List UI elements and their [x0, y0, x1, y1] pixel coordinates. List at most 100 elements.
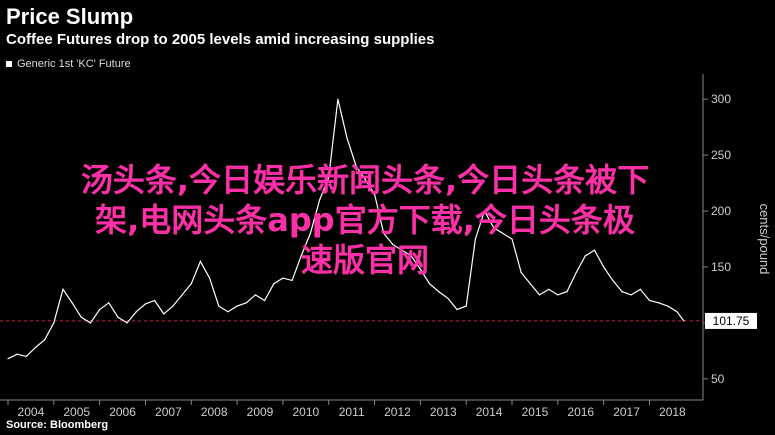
data-point-0-43 — [401, 249, 403, 251]
y-tick-label-300: 300 — [711, 92, 731, 106]
overlay-line-2: 架,电网头条app官方下载,今日头条极 — [95, 201, 635, 239]
data-point-0-66 — [612, 279, 614, 281]
y-tick-label-50: 50 — [711, 372, 725, 386]
x-tick-label-2010: 2010 — [292, 405, 319, 419]
data-point-0-26 — [245, 302, 247, 304]
data-point-0-72 — [667, 305, 669, 307]
data-point-0-7 — [71, 302, 73, 304]
data-point-0-61 — [566, 290, 568, 293]
x-tick-label-2014: 2014 — [476, 405, 503, 419]
legend-label: Generic 1st 'KC' Future — [17, 58, 131, 70]
data-point-0-30 — [282, 277, 284, 279]
x-tick-label-2011: 2011 — [339, 405, 365, 419]
data-point-0-8 — [80, 316, 82, 318]
x-tick-label-2013: 2013 — [430, 405, 457, 419]
data-point-0-69 — [639, 288, 641, 290]
data-point-0-63 — [584, 255, 586, 257]
x-tick-label-2016: 2016 — [567, 405, 594, 419]
data-point-0-34 — [318, 199, 321, 201]
legend-swatch — [6, 61, 12, 67]
data-point-0-17 — [163, 313, 165, 315]
data-point-0-31 — [291, 279, 293, 281]
data-point-0-50 — [465, 305, 467, 307]
data-point-0-54 — [502, 232, 504, 235]
data-point-0-56 — [520, 271, 522, 274]
y-tick-label-250: 250 — [711, 148, 731, 162]
data-point-0-14 — [135, 311, 137, 313]
x-tick-label-2008: 2008 — [201, 405, 228, 419]
last-value-box — [705, 312, 757, 329]
data-point-0-48 — [447, 297, 449, 299]
source-note: Source: Bloomberg — [6, 419, 109, 431]
x-tick-label-2015: 2015 — [522, 405, 549, 419]
y-axis-label: cents/pound — [757, 204, 772, 275]
data-point-0-25 — [236, 305, 238, 307]
data-point-0-70 — [648, 299, 651, 302]
data-point-0-47 — [438, 290, 440, 293]
data-point-0-0 — [7, 358, 9, 360]
data-point-0-58 — [538, 294, 541, 296]
data-point-0-13 — [126, 322, 128, 324]
data-point-0-41 — [383, 232, 385, 235]
data-point-0-36 — [337, 98, 339, 100]
data-point-0-9 — [89, 322, 92, 324]
data-point-0-45 — [419, 268, 421, 270]
data-point-0-23 — [218, 305, 220, 307]
data-point-0-60 — [557, 294, 559, 296]
data-point-0-33 — [309, 232, 312, 235]
data-point-0-22 — [209, 277, 211, 279]
overlay-line-1: 汤头条,今日娱乐新闻头条,今日头条被下 — [80, 161, 650, 199]
data-point-0-1 — [16, 353, 18, 355]
watermark-overlay: 汤头条,今日娱乐新闻头条,今日头条被下 架,电网头条app官方下载,今日头条极 … — [0, 160, 730, 280]
data-point-0-74 — [683, 320, 685, 322]
data-point-0-37 — [346, 137, 348, 139]
data-point-0-15 — [144, 303, 147, 305]
data-point-0-40 — [373, 193, 376, 195]
data-point-0-20 — [190, 283, 192, 285]
data-point-0-65 — [603, 266, 605, 268]
data-point-0-62 — [575, 271, 577, 274]
data-point-0-68 — [630, 294, 632, 296]
x-tick-label-2018: 2018 — [659, 405, 686, 419]
data-point-0-5 — [53, 322, 55, 324]
data-point-0-18 — [172, 305, 174, 307]
x-tick-label-2007: 2007 — [155, 405, 182, 419]
x-tick-label-2006: 2006 — [109, 405, 136, 419]
data-point-0-6 — [62, 288, 64, 290]
x-tick-label-2004: 2004 — [18, 405, 45, 419]
data-point-0-16 — [154, 299, 156, 302]
data-point-0-24 — [227, 311, 229, 313]
data-point-0-49 — [456, 308, 458, 311]
data-point-0-44 — [410, 255, 412, 257]
data-point-0-71 — [658, 302, 660, 304]
data-point-0-38 — [355, 165, 357, 167]
data-point-0-4 — [44, 339, 46, 341]
data-point-0-32 — [300, 255, 302, 257]
data-point-0-2 — [25, 355, 27, 358]
data-point-0-28 — [263, 299, 266, 302]
data-point-0-55 — [511, 238, 513, 240]
data-point-0-27 — [254, 294, 257, 296]
data-point-0-39 — [364, 179, 366, 181]
data-point-0-73 — [676, 311, 678, 313]
x-tick-label-2009: 2009 — [247, 405, 274, 419]
chart-subtitle: Coffee Futures drop to 2005 levels amid … — [6, 31, 435, 48]
data-point-0-35 — [328, 176, 330, 179]
data-point-0-12 — [117, 316, 119, 318]
data-point-0-52 — [483, 210, 486, 212]
y-tick-label-150: 150 — [711, 260, 731, 274]
data-point-0-46 — [428, 283, 431, 285]
data-point-0-64 — [593, 249, 596, 251]
data-point-0-10 — [99, 308, 101, 311]
data-point-0-21 — [199, 260, 202, 262]
chart-title: Price Slump — [6, 4, 134, 29]
data-point-0-42 — [392, 243, 394, 246]
data-point-0-11 — [108, 302, 110, 304]
y-tick-label-200: 200 — [711, 204, 731, 218]
data-point-0-29 — [273, 283, 275, 285]
data-point-0-53 — [493, 227, 495, 229]
data-point-0-51 — [474, 238, 476, 240]
data-point-0-19 — [181, 294, 183, 296]
data-point-0-57 — [529, 283, 531, 285]
